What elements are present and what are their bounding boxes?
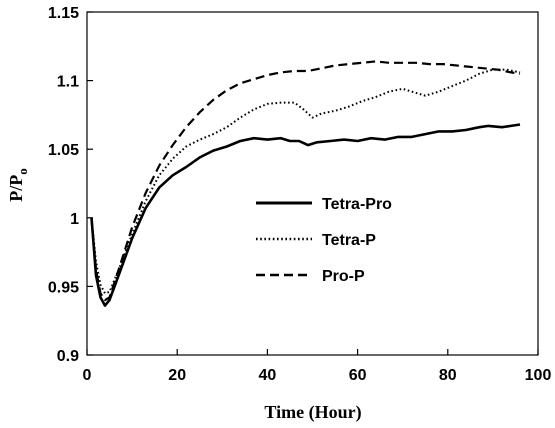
x-tick-label: 60 (349, 367, 367, 384)
series-line-tetra-pro (90, 123, 521, 307)
y-tick-label: 1 (70, 211, 79, 228)
y-tick-label: 1.15 (48, 5, 79, 22)
axes-layer: 0 20 40 60 80 100 0.9 0.95 1 1.05 1.1 1.15 (48, 5, 552, 384)
x-tick-label: 40 (259, 367, 277, 384)
y-axis-title: P/Po (6, 168, 30, 202)
x-tick-label: 100 (525, 367, 552, 384)
y-tick-label: 0.95 (48, 279, 79, 296)
legend-label: Pro-P (322, 268, 365, 285)
legend-label: Tetra-Pro (322, 196, 392, 213)
x-tick-label: 80 (439, 367, 457, 384)
y-tick-label: 0.9 (57, 348, 79, 365)
plot-frame (86, 11, 539, 356)
x-tick-label: 0 (83, 367, 92, 384)
x-axis-title: Time (Hour) (264, 402, 361, 423)
legend-label: Tetra-P (322, 232, 376, 249)
y-tick-label: 1.1 (57, 74, 79, 91)
legend: Tetra-Pro Tetra-P Pro-P (256, 196, 392, 285)
y-tick-label: 1.05 (48, 142, 79, 159)
series-line-pro-p (90, 60, 521, 302)
y-axis-title-main: P/P (6, 175, 26, 202)
svg-text:P/Po: P/Po (6, 168, 30, 202)
y-axis-title-sub: o (15, 168, 30, 175)
x-tick-label: 20 (168, 367, 186, 384)
series-layer (90, 60, 521, 307)
series-line-tetra-p (90, 68, 521, 295)
